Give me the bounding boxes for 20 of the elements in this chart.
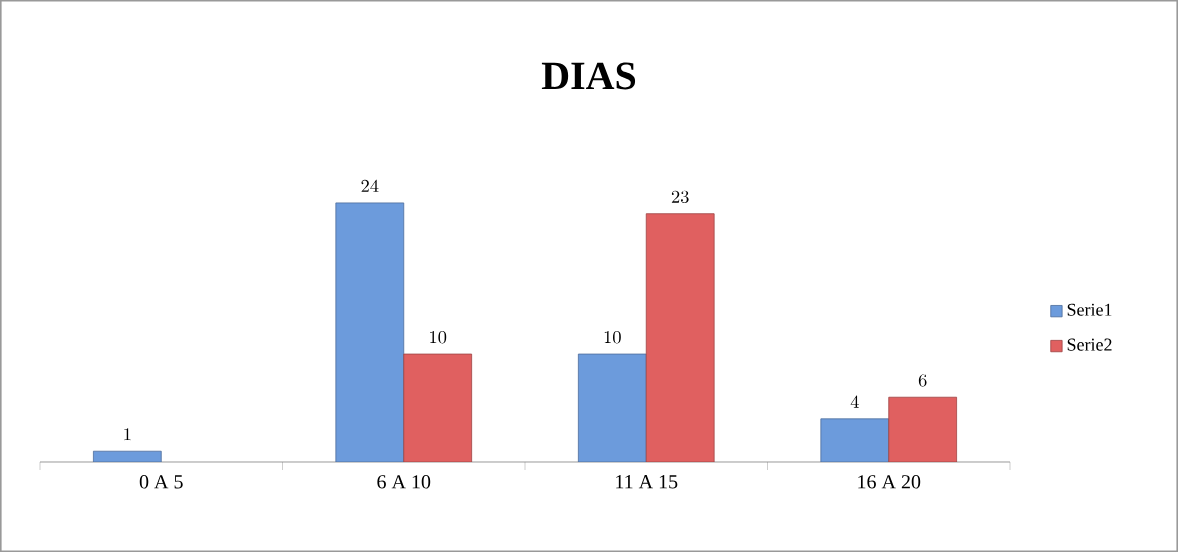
x-tick-label: 11 A 15 xyxy=(616,475,678,489)
x-tick-label: 16 A 20 xyxy=(858,475,921,489)
data-label: 1 xyxy=(124,428,131,441)
x-tick-label: 6 A 10 xyxy=(377,475,431,489)
data-label: 6 xyxy=(918,374,927,387)
chart-title: DIAS xyxy=(541,62,636,90)
bar xyxy=(403,353,473,462)
legend-label: Serie1 xyxy=(1067,303,1112,316)
bar xyxy=(577,353,647,462)
bar xyxy=(888,396,958,462)
bar xyxy=(645,213,715,462)
data-label: 10 xyxy=(604,331,621,344)
data-label: 23 xyxy=(671,190,689,204)
x-tick-label: 0 A 5 xyxy=(139,475,183,489)
bar xyxy=(820,418,890,462)
data-label: 24 xyxy=(361,179,379,192)
data-label: 4 xyxy=(850,395,859,408)
bar xyxy=(335,202,405,462)
data-label: 10 xyxy=(430,331,447,344)
legend-label: Serie2 xyxy=(1067,338,1112,351)
